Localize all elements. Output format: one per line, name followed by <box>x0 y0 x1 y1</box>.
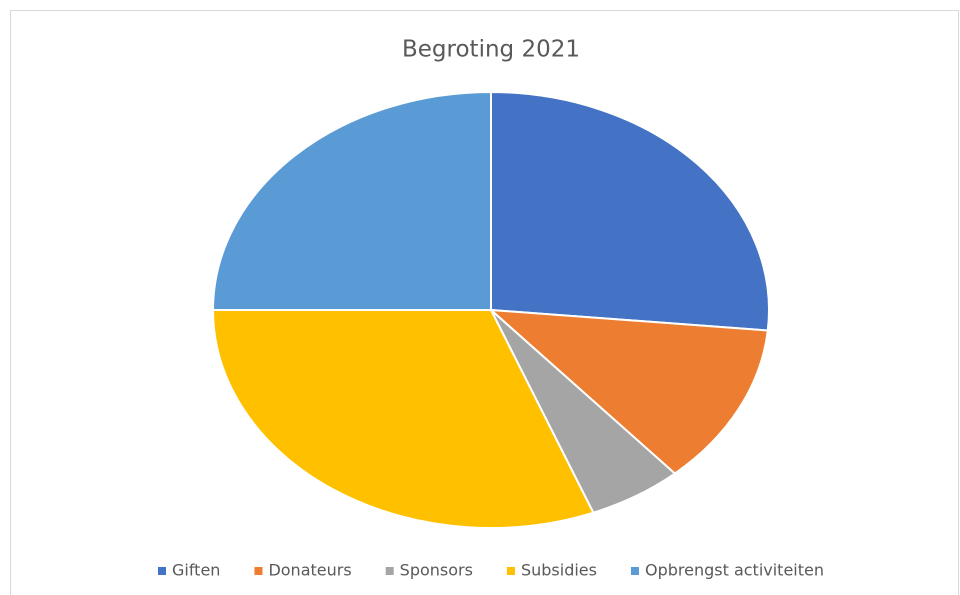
legend-swatch <box>506 567 515 575</box>
pie-slice <box>211 309 595 529</box>
legend-label: Donateurs <box>268 561 351 580</box>
legend-swatch <box>385 567 394 575</box>
legend-swatch <box>630 567 639 575</box>
legend-swatch <box>254 567 263 575</box>
legend-swatch <box>157 567 166 575</box>
pie-slice <box>488 308 769 475</box>
pie-slice <box>490 90 770 332</box>
legend-label: Subsidies <box>521 561 597 580</box>
chart-title: Begroting 2021 <box>402 37 580 63</box>
legend-label: Giften <box>172 561 220 580</box>
legend-label: Opbrengst activiteiten <box>645 561 824 580</box>
pie-slice <box>211 90 492 311</box>
legend-label: Sponsors <box>400 561 473 580</box>
